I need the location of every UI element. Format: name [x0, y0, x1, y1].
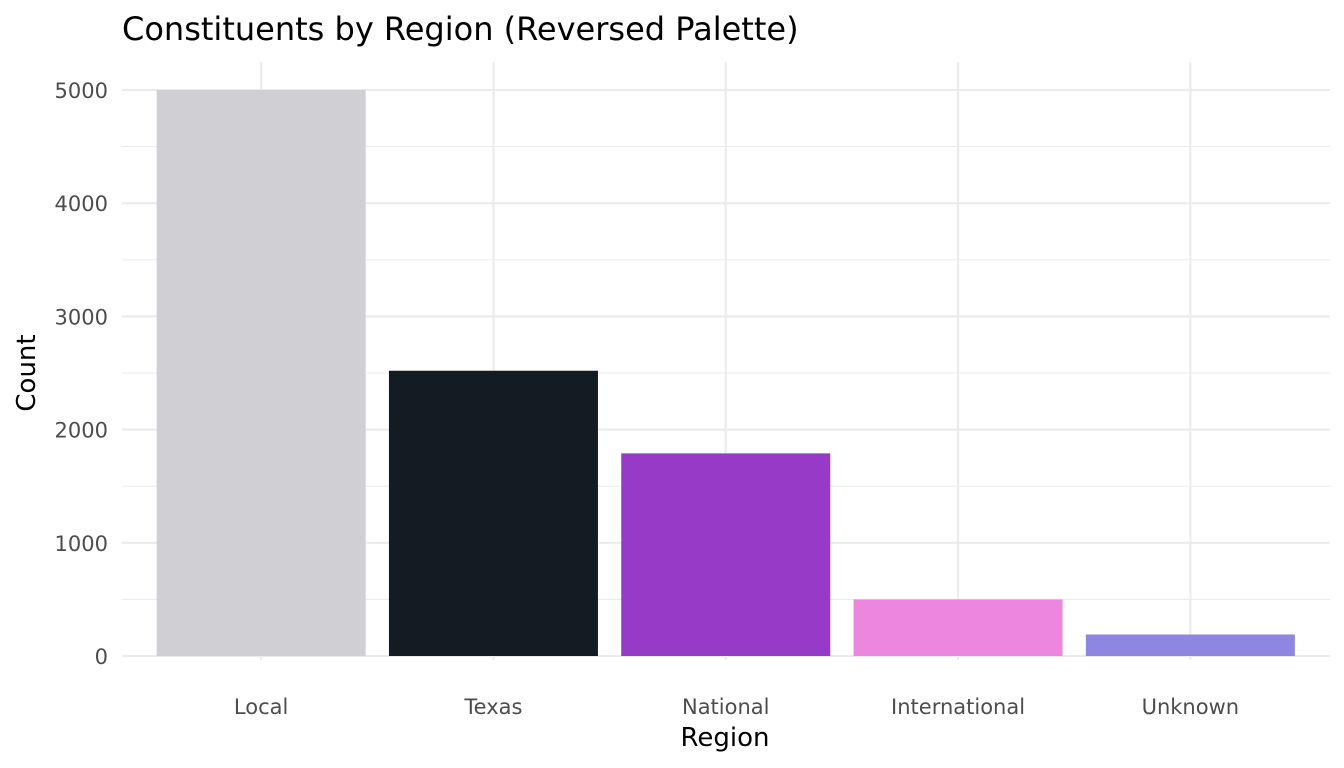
- bar-local: [156, 90, 366, 656]
- x-tick-label: Texas: [463, 695, 522, 719]
- chart-title: Constituents by Region (Reversed Palette…: [122, 10, 799, 48]
- x-axis-title: Region: [680, 723, 769, 753]
- y-axis-tick-labels: 0 1000 2000 3000 4000 5000: [55, 79, 108, 669]
- y-tick-label: 0: [95, 645, 108, 669]
- bar-international: [853, 599, 1063, 656]
- bars: [156, 90, 1295, 656]
- y-axis-title: Count: [12, 334, 42, 411]
- bar-texas: [388, 370, 598, 656]
- y-tick-label: 5000: [55, 79, 108, 103]
- bar-unknown: [1085, 634, 1295, 656]
- y-tick-label: 4000: [55, 192, 108, 216]
- x-tick-label: National: [682, 695, 770, 719]
- x-tick-label: Local: [234, 695, 288, 719]
- bar-national: [621, 453, 831, 656]
- y-tick-label: 2000: [55, 419, 108, 443]
- y-tick-label: 1000: [55, 532, 108, 556]
- x-axis-tick-labels: Local Texas National International Unknown: [234, 695, 1239, 719]
- x-tick-label: International: [891, 695, 1025, 719]
- y-tick-label: 3000: [55, 305, 108, 329]
- x-tick-label: Unknown: [1142, 695, 1239, 719]
